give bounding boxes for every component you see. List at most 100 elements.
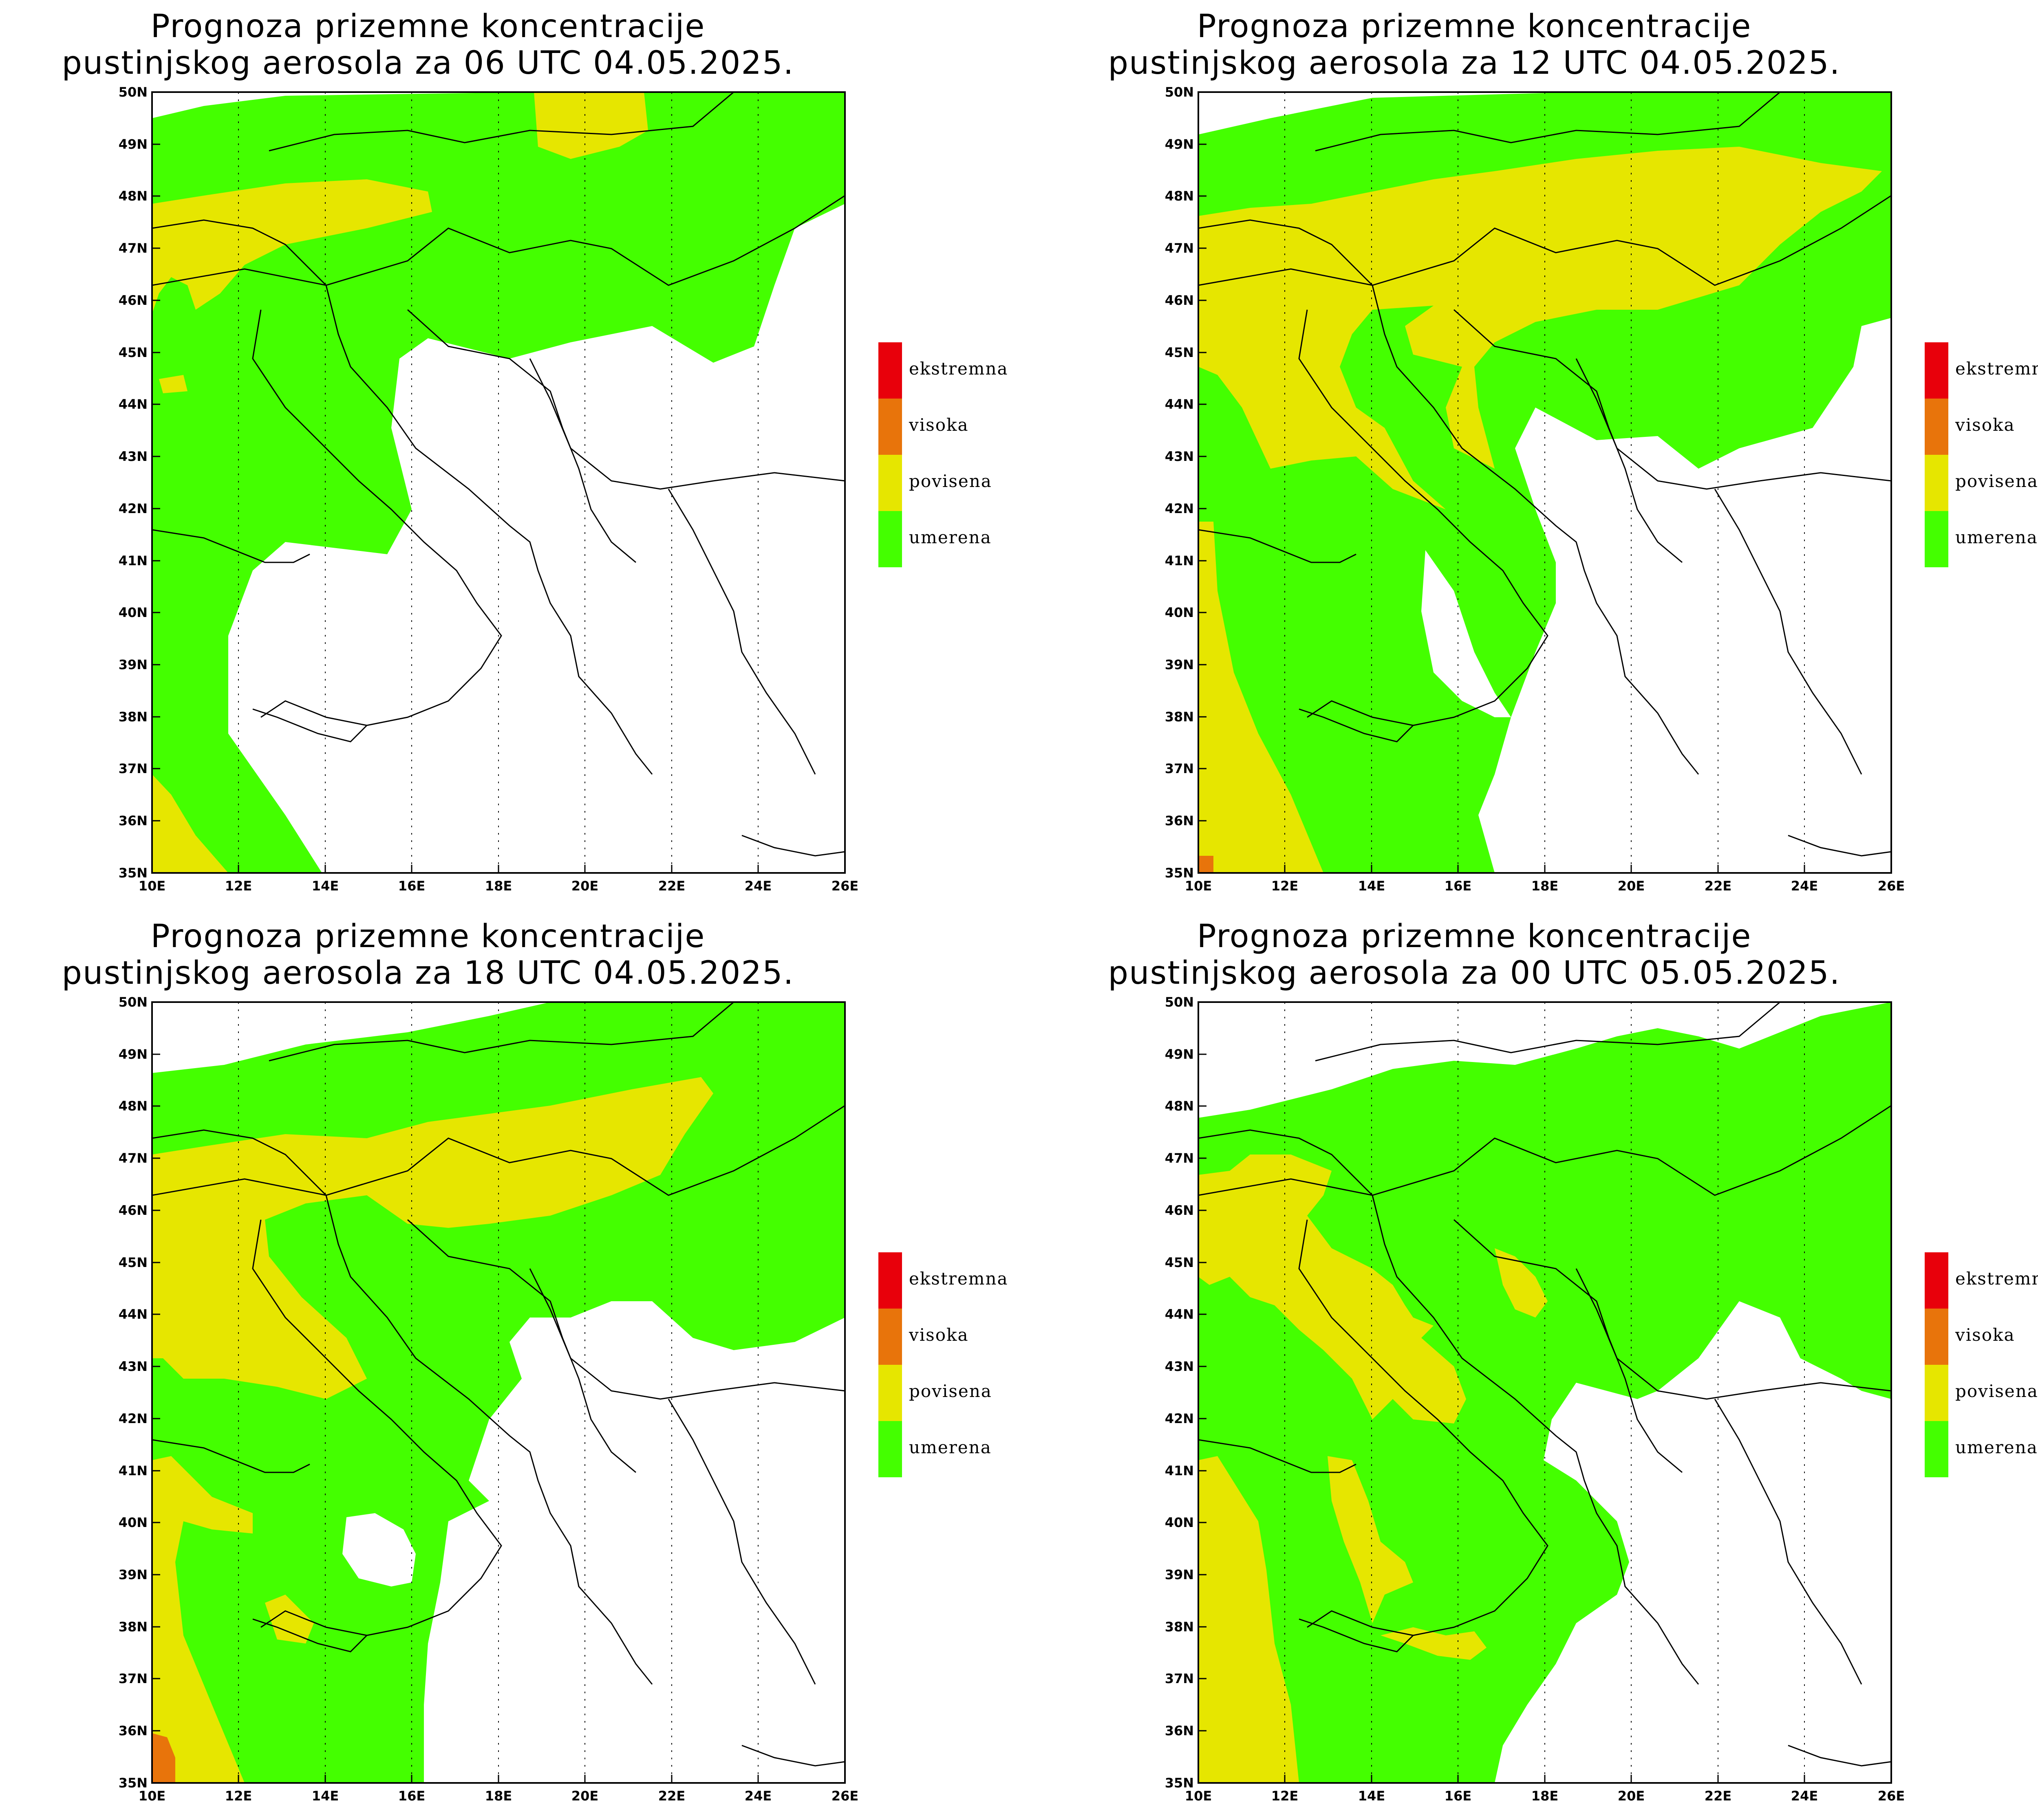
povisena-region [534, 92, 648, 159]
lon-label: 24E [745, 1788, 772, 1804]
lat-label: 36N [1165, 813, 1194, 828]
povisena-region [1198, 1155, 1466, 1423]
povisena-region [152, 1077, 713, 1399]
legend-label: umerena [909, 527, 992, 547]
legend-label: visoka [909, 415, 969, 435]
legend-swatch [878, 399, 902, 455]
lat-label: 36N [1165, 1723, 1194, 1738]
lat-label: 47N [1165, 240, 1194, 256]
graticule [1284, 92, 1805, 873]
lat-labels: 50N 49N 48N 47N 46N 45N 44N 43N 42N 41N … [1165, 84, 1194, 881]
povisena-region [265, 1595, 314, 1644]
lat-label: 36N [119, 813, 148, 828]
map-area [151, 1001, 846, 1784]
legend-label: visoka [909, 1325, 969, 1345]
panel-title-line2: pustinjskog aerosola za 06 UTC 04.05.202… [62, 45, 794, 82]
lat-label: 36N [119, 1723, 148, 1738]
legend-swatch [1925, 1309, 1948, 1365]
lat-label: 49N [1165, 137, 1194, 152]
lat-label: 44N [1165, 397, 1194, 412]
lat-label: 35N [119, 1775, 148, 1791]
lon-label: 10E [1185, 878, 1212, 894]
legend-item-umerena: umerena [1925, 1421, 2038, 1477]
legend-swatch [878, 1421, 902, 1477]
lat-label: 48N [1165, 1098, 1194, 1114]
lon-label: 24E [1791, 1788, 1818, 1804]
povisena-region [152, 1456, 253, 1783]
axis-ticks [151, 1001, 846, 1784]
legend-item-umerena: umerena [1925, 511, 2038, 567]
lat-labels: 50N 49N 48N 47N 46N 45N 44N 43N 42N 41N … [119, 84, 148, 881]
lon-label: 18E [1531, 1788, 1558, 1804]
povisena-region [1198, 147, 1882, 509]
legend-item-povisena: povisena [878, 1365, 1041, 1421]
panel-title-line1: Prognoza prizemne koncentracije [1197, 918, 1752, 955]
lat-label: 35N [1165, 1775, 1194, 1791]
lon-labels: 10E 12E 14E 16E 18E 20E 22E 24E 26E [139, 1788, 858, 1804]
lon-label: 16E [1445, 1788, 1471, 1804]
legend-item-ekstremna: ekstremna [878, 1252, 1041, 1309]
lat-label: 39N [1165, 657, 1194, 672]
legend-label: umerena [1955, 1437, 2038, 1457]
lon-labels: 10E 12E 14E 16E 18E 20E 22E 24E 26E [1185, 1788, 1905, 1804]
lat-label: 49N [1165, 1047, 1194, 1062]
lon-label: 12E [1271, 1788, 1298, 1804]
visoka-region [1198, 856, 1213, 873]
lat-label: 45N [119, 345, 148, 360]
panel-title-line2: pustinjskog aerosola za 12 UTC 04.05.202… [1108, 45, 1841, 82]
legend-item-povisena: povisena [1925, 455, 2038, 511]
legend-item-visoka: visoka [1925, 1309, 2038, 1365]
lat-label: 47N [1165, 1150, 1194, 1166]
umerena-hole [342, 1513, 416, 1586]
graticule [238, 1002, 759, 1783]
legend-swatch [878, 1309, 902, 1365]
legend-label: povisena [909, 1381, 992, 1401]
povisena-region [1198, 522, 1323, 873]
lat-label: 39N [1165, 1567, 1194, 1582]
legend-swatch [1925, 1365, 1948, 1421]
lon-label: 16E [398, 878, 425, 894]
axis-ticks [1198, 91, 1892, 874]
legend-label: povisena [1955, 471, 2038, 491]
lat-label: 49N [119, 137, 148, 152]
coastlines [1198, 91, 1892, 857]
umerena-region [152, 92, 845, 873]
lat-label: 49N [119, 1047, 148, 1062]
lon-label: 12E [1271, 878, 1298, 894]
lon-label: 14E [312, 878, 339, 894]
lon-label: 10E [1185, 1788, 1212, 1804]
forecast-map: 50N 49N 48N 47N 46N 45N 44N 43N 42N 41N … [119, 84, 859, 894]
lat-label: 42N [1165, 501, 1194, 516]
lon-label: 26E [1878, 878, 1905, 894]
axis-ticks [151, 91, 846, 874]
lat-label: 45N [1165, 1255, 1194, 1270]
lat-label: 47N [119, 240, 148, 256]
lon-label: 14E [1358, 1788, 1385, 1804]
legend-label: umerena [1955, 527, 2038, 547]
lat-label: 35N [119, 865, 148, 881]
lon-label: 12E [225, 1788, 252, 1804]
panel-title-line2: pustinjskog aerosola za 18 UTC 04.05.202… [62, 955, 794, 992]
lat-label: 38N [119, 709, 148, 725]
povisena-region [1381, 1627, 1487, 1660]
legend-label: ekstremna [909, 359, 1008, 379]
lon-label: 26E [1878, 1788, 1905, 1804]
map-panel-00utc: Prognoza prizemne koncentracije pustinjs… [1046, 910, 2038, 1820]
legend-swatch [878, 511, 902, 567]
lat-label: 40N [1165, 1515, 1194, 1530]
lon-label: 20E [571, 878, 598, 894]
legend-label: povisena [909, 471, 992, 491]
lat-label: 37N [119, 761, 148, 776]
povisena-region [1328, 1456, 1413, 1623]
legend-swatch [878, 1252, 902, 1309]
lon-label: 20E [1618, 1788, 1645, 1804]
panel-title-line1: Prognoza prizemne koncentracije [150, 918, 706, 955]
lon-label: 20E [571, 1788, 598, 1804]
lat-label: 42N [1165, 1411, 1194, 1426]
legend-label: ekstremna [909, 1269, 1008, 1289]
lat-labels: 50N 49N 48N 47N 46N 45N 44N 43N 42N 41N … [119, 994, 148, 1791]
legend: ekstremna visoka povisena umerena [1925, 1252, 2038, 1481]
map-panel-06utc: Prognoza prizemne koncentracije pustinjs… [0, 0, 1046, 910]
lat-label: 47N [119, 1150, 148, 1166]
lon-label: 24E [1791, 878, 1818, 894]
